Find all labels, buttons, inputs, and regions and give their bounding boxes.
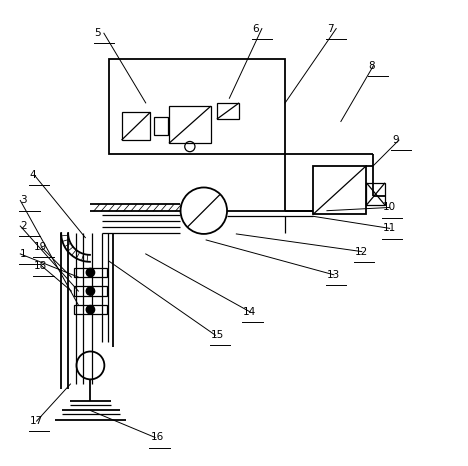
- Text: 8: 8: [369, 61, 375, 71]
- Text: 5: 5: [95, 28, 101, 38]
- Text: 11: 11: [383, 223, 396, 233]
- Text: 7: 7: [327, 24, 334, 34]
- Text: 2: 2: [20, 221, 27, 231]
- Bar: [366, 183, 385, 205]
- Bar: [73, 305, 107, 314]
- Bar: [217, 103, 239, 119]
- Text: 15: 15: [211, 330, 224, 340]
- Text: 14: 14: [243, 307, 256, 317]
- Text: 17: 17: [29, 416, 43, 426]
- Text: 16: 16: [150, 432, 164, 442]
- Text: 9: 9: [392, 135, 399, 145]
- Bar: [313, 165, 366, 214]
- Text: 1: 1: [20, 249, 27, 259]
- Text: 12: 12: [355, 247, 368, 257]
- Bar: [73, 268, 107, 277]
- Text: 13: 13: [327, 270, 340, 280]
- Bar: [109, 59, 285, 154]
- Circle shape: [86, 287, 95, 295]
- Bar: [122, 112, 150, 140]
- Bar: [73, 287, 107, 296]
- Circle shape: [86, 268, 95, 277]
- Circle shape: [86, 306, 95, 314]
- Text: 10: 10: [383, 202, 396, 212]
- Bar: [169, 106, 211, 144]
- Text: 4: 4: [29, 170, 36, 180]
- Bar: [154, 117, 168, 136]
- Text: 3: 3: [20, 195, 27, 206]
- Text: 19: 19: [34, 242, 47, 252]
- Text: 18: 18: [34, 260, 47, 271]
- Text: 6: 6: [253, 24, 259, 34]
